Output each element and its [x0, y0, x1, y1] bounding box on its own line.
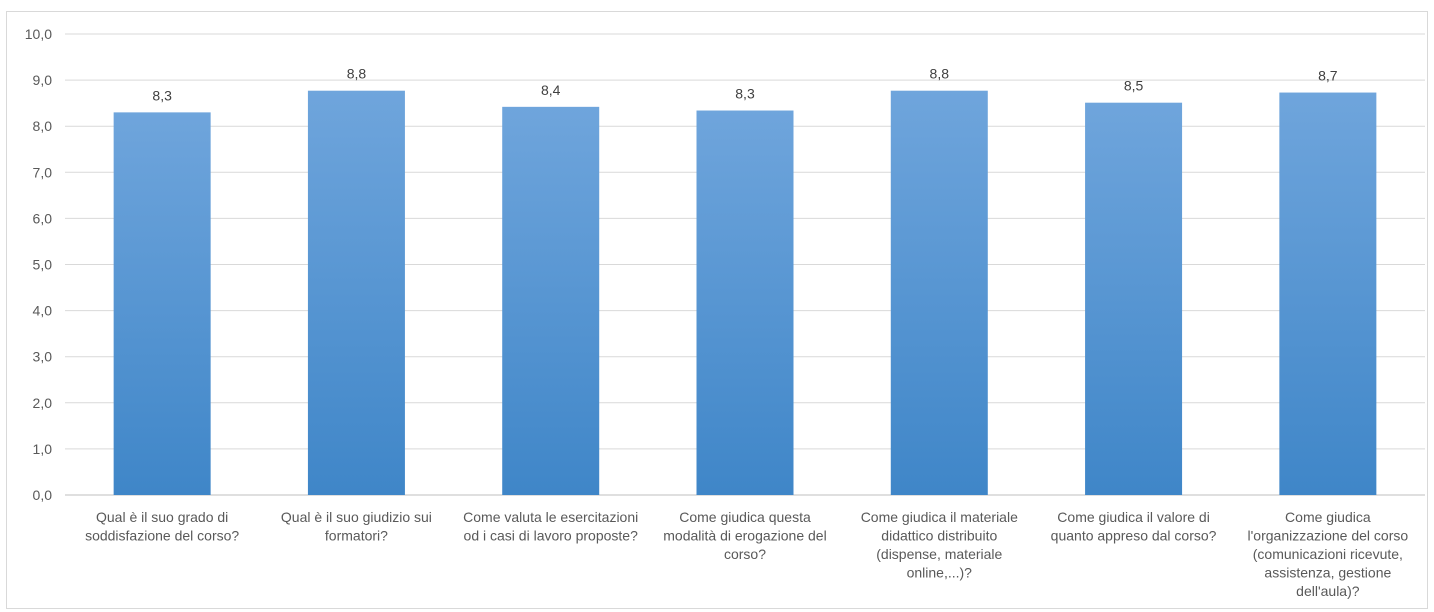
y-tick-label: 0,0	[33, 487, 53, 503]
data-label: 8,3	[735, 86, 755, 102]
data-label: 8,8	[347, 66, 367, 82]
category-label: didattico distribuito	[881, 528, 997, 544]
data-labels: 8,3 8,8 8,4 8,3 8,8 8,5 8,7	[152, 66, 1337, 104]
y-tick-label: 10,0	[25, 26, 52, 42]
category-label: l'organizzazione del corso	[1248, 528, 1409, 544]
bar	[113, 112, 211, 496]
category-label: online,...)?	[907, 565, 973, 581]
category-label: soddisfazione del corso?	[85, 528, 239, 544]
category-label: Come giudica il valore di	[1057, 509, 1210, 525]
category-label: (dispense, materiale	[876, 546, 1002, 562]
bar	[307, 90, 405, 495]
category-label: formatori?	[325, 528, 388, 544]
category-labels: Qual è il suo grado di soddisfazione del …	[85, 509, 1408, 599]
data-label: 8,8	[930, 66, 950, 82]
bar	[1085, 102, 1183, 496]
y-tick-label: 5,0	[33, 257, 53, 273]
y-axis-ticks: 0,0 1,0 2,0 3,0 4,0 5,0 6,0 7,0 8,0 9,0 10,0	[25, 26, 52, 503]
category-label: od i casi di lavoro proposte?	[464, 528, 639, 544]
data-label: 8,7	[1318, 68, 1338, 84]
y-tick-label: 8,0	[33, 118, 53, 134]
data-label: 8,5	[1124, 78, 1144, 94]
bar	[502, 106, 600, 495]
bars	[113, 90, 1377, 496]
bar	[1279, 92, 1377, 495]
category-label: corso?	[724, 546, 766, 562]
y-tick-label: 3,0	[33, 349, 53, 365]
y-tick-label: 6,0	[33, 210, 53, 226]
category-label: modalità di erogazione del	[663, 528, 826, 544]
bar	[890, 90, 988, 495]
y-tick-label: 7,0	[33, 164, 53, 180]
y-tick-label: 9,0	[33, 72, 53, 88]
category-label: Come giudica il materiale	[861, 509, 1018, 525]
category-label: Qual è il suo grado di	[96, 509, 228, 525]
category-label: assistenza, gestione	[1264, 565, 1391, 581]
y-tick-label: 1,0	[33, 441, 53, 457]
category-label: Come giudica questa	[679, 509, 811, 525]
category-label: Come giudica	[1285, 509, 1371, 525]
category-label: Come valuta le esercitazioni	[463, 509, 638, 525]
data-label: 8,4	[541, 82, 561, 98]
bar	[696, 110, 794, 495]
y-tick-label: 4,0	[33, 303, 53, 319]
category-label: dell'aula)?	[1296, 583, 1360, 599]
category-label: Qual è il suo giudizio sui	[281, 509, 432, 525]
data-label: 8,3	[152, 87, 172, 103]
category-label: (comunicazioni ricevute,	[1253, 546, 1403, 562]
category-label: quanto appreso dal corso?	[1051, 528, 1217, 544]
y-tick-label: 2,0	[33, 395, 53, 411]
